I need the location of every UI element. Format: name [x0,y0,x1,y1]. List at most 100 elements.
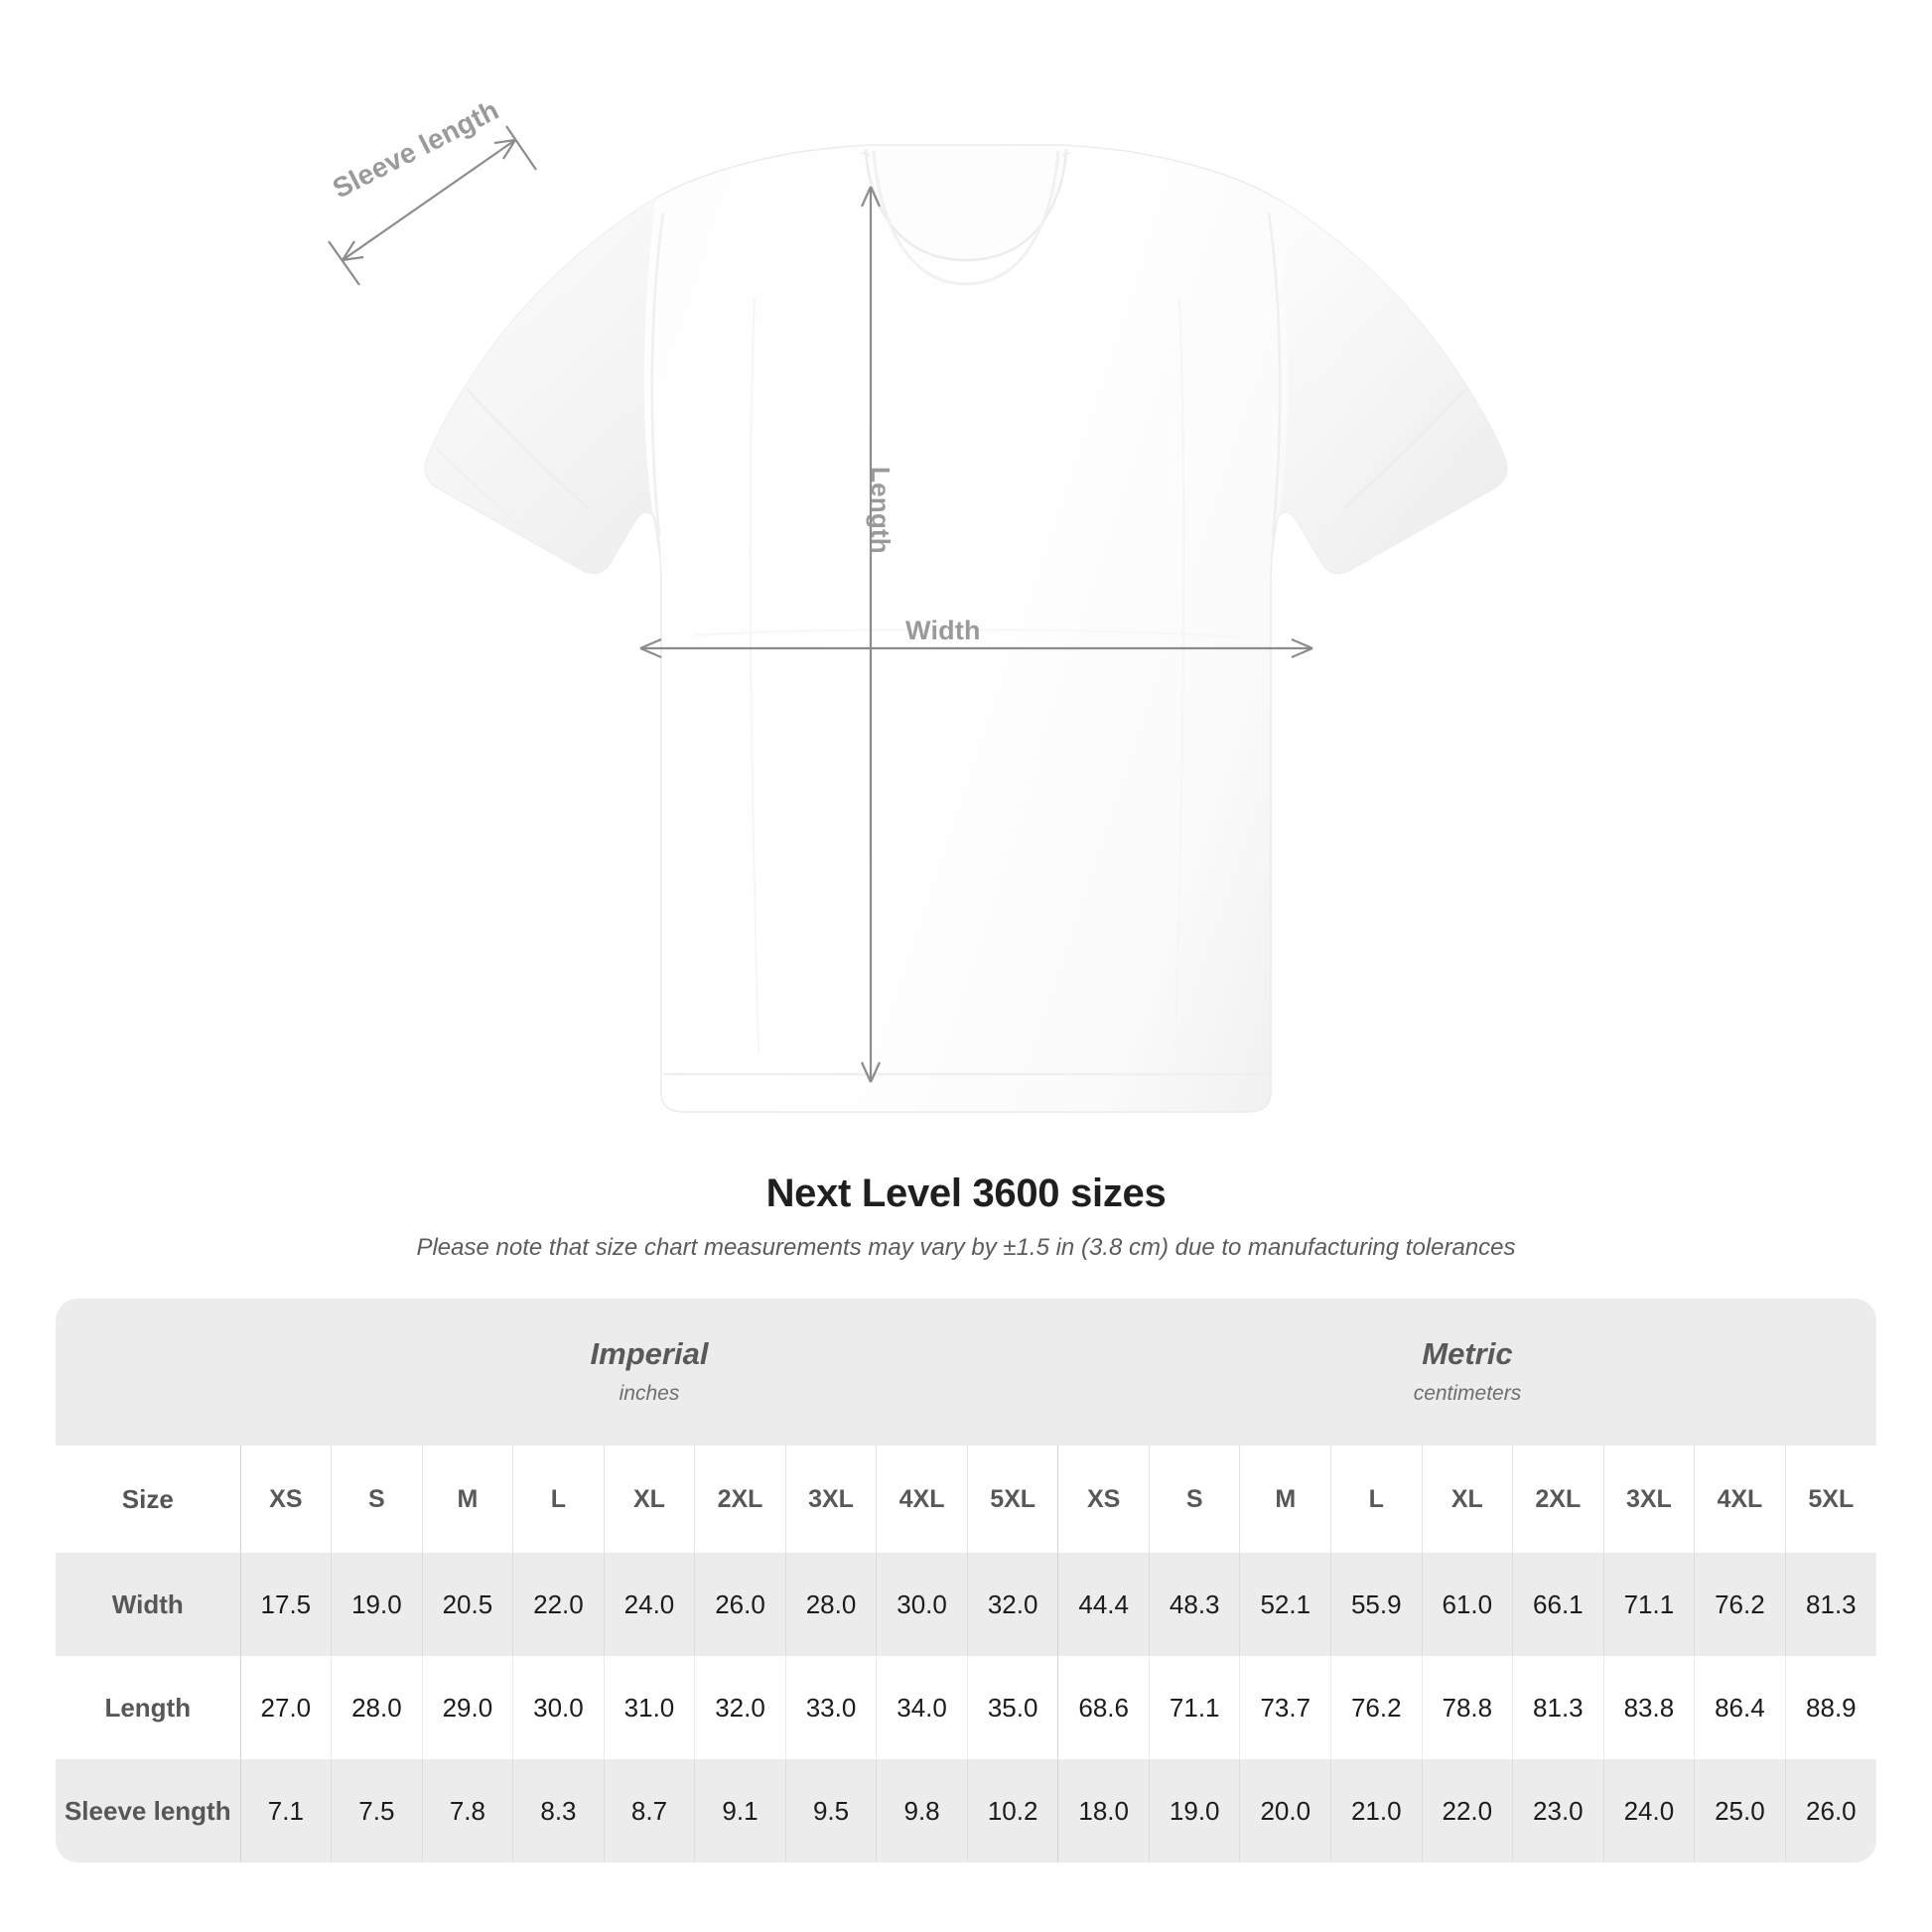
size-header-cell: L [1330,1446,1423,1553]
measurement-cell: 76.2 [1694,1553,1786,1656]
measurement-cell: 10.2 [966,1759,1058,1863]
measurement-cell: 71.1 [1602,1553,1695,1656]
measurement-cell: 55.9 [1330,1553,1423,1656]
unit-header-imperial: Imperial inches [240,1299,1058,1446]
table-row: Sleeve length 7.1 7.5 7.8 8.3 8.7 9.1 9.5 9.8 10.… [56,1759,1876,1863]
measurement-cell: 8.3 [512,1759,605,1863]
measurement-cell: 35.0 [966,1656,1058,1759]
measurement-cell: 88.9 [1784,1656,1876,1759]
size-header-cell: 5XL [966,1446,1058,1553]
measurement-cell: 61.0 [1421,1553,1513,1656]
measurement-cell: 52.1 [1239,1553,1331,1656]
table-row: Length 27.0 28.0 29.0 30.0 31.0 32.0 33.0 34.0 35… [56,1656,1876,1759]
measurement-cell: 34.0 [876,1656,968,1759]
size-header-cell: XL [603,1446,695,1553]
title-block: Next Level 3600 sizes Please note that s… [0,1172,1932,1262]
measurement-cell: 78.8 [1421,1656,1513,1759]
unit-header-row: Imperial inches Metric centimeters [56,1299,1876,1446]
table-row: Width 17.5 19.0 20.5 22.0 24.0 26.0 28.0 30.0 32.… [56,1553,1876,1656]
garment-diagram: Sleeve length Length Width [328,94,1508,1113]
unit-subtitle: inches [619,1382,680,1405]
page-title: Next Level 3600 sizes [765,1172,1167,1215]
measurement-cell: 29.0 [421,1656,513,1759]
measurement-cell: 19.0 [331,1553,423,1656]
size-header-cell: XL [1421,1446,1513,1553]
measurement-cell: 83.8 [1602,1656,1695,1759]
size-row-label: Size [56,1446,241,1553]
size-header-cell: 2XL [694,1446,786,1553]
measurement-cell: 81.3 [1512,1656,1604,1759]
measurement-row-label: Length [56,1656,241,1759]
measurement-cell: 71.1 [1148,1656,1240,1759]
size-header-row: Size XS S M L XL 2XL 3XL 4XL 5XL XS S M L XL 2XL 3XL 4XL 5… [56,1446,1876,1553]
measurement-cell: 31.0 [603,1656,695,1759]
measurement-cell: 33.0 [784,1656,877,1759]
measurement-cell: 9.5 [784,1759,877,1863]
measurement-cell: 66.1 [1512,1553,1604,1656]
size-header-cell: M [421,1446,513,1553]
size-header-cell: XS [1057,1446,1150,1553]
measurement-cell: 73.7 [1239,1656,1331,1759]
unit-header-metric: Metric centimeters [1057,1299,1876,1446]
measurement-cell: 7.5 [331,1759,423,1863]
size-header-cell: L [512,1446,605,1553]
size-header-cell: 4XL [1694,1446,1786,1553]
size-header-cell: S [1148,1446,1240,1553]
measurement-cell: 86.4 [1694,1656,1786,1759]
size-header-cell: 4XL [876,1446,968,1553]
measurement-cell: 24.0 [1602,1759,1695,1863]
length-arrow [860,186,882,1083]
measurement-cell: 25.0 [1694,1759,1786,1863]
measurement-cell: 21.0 [1330,1759,1423,1863]
measurement-cell: 24.0 [603,1553,695,1656]
sleeve-length-arrow [328,125,537,286]
measurement-cell: 19.0 [1148,1759,1240,1863]
measurement-row-label: Sleeve length [56,1759,241,1863]
size-header-cell: S [331,1446,423,1553]
measurement-cell: 17.5 [239,1553,332,1656]
unit-name: Imperial [590,1336,709,1371]
measurement-cell: 7.1 [239,1759,332,1863]
width-label: Width [905,616,981,645]
tshirt-body [424,144,1508,1113]
measurement-cell: 28.0 [331,1656,423,1759]
size-header-cell: 3XL [1602,1446,1695,1553]
measurement-cell: 22.0 [1421,1759,1513,1863]
width-arrow [639,637,1313,659]
measurement-cell: 28.0 [784,1553,877,1656]
measurement-cell: 68.6 [1057,1656,1150,1759]
measurement-cell: 20.0 [1239,1759,1331,1863]
measurement-cell: 27.0 [239,1656,332,1759]
measurement-row-label: Width [56,1553,241,1656]
measurement-cell: 30.0 [876,1553,968,1656]
size-header-cell: 3XL [784,1446,877,1553]
measurement-cell: 32.0 [966,1553,1058,1656]
size-table: Imperial inches Metric centimeters Size XS S M L… [56,1299,1876,1863]
measurement-cell: 26.0 [694,1553,786,1656]
measurement-cell: 20.5 [421,1553,513,1656]
measurement-cell: 48.3 [1148,1553,1240,1656]
length-label: Length [866,467,896,554]
tshirt-illustration [328,125,1508,1113]
measurement-cell: 7.8 [421,1759,513,1863]
measurement-cell: 9.8 [876,1759,968,1863]
unit-subtitle: centimeters [1413,1382,1522,1405]
measurement-cell: 26.0 [1784,1759,1876,1863]
size-header-cell: XS [239,1446,332,1553]
measurement-cell: 30.0 [512,1656,605,1759]
size-header-cell: 2XL [1512,1446,1604,1553]
measurement-cell: 44.4 [1057,1553,1150,1656]
measurement-cell: 8.7 [603,1759,695,1863]
measurement-cell: 81.3 [1784,1553,1876,1656]
measurement-cell: 23.0 [1512,1759,1604,1863]
measurement-cell: 18.0 [1057,1759,1150,1863]
size-header-cell: M [1239,1446,1331,1553]
measurement-cell: 76.2 [1330,1656,1423,1759]
size-table-container: Imperial inches Metric centimeters Size XS S M L… [56,1299,1876,1863]
measurement-cell: 22.0 [512,1553,605,1656]
tolerance-note: Please note that size chart measurements… [416,1234,1516,1261]
measurement-cell: 32.0 [694,1656,786,1759]
size-header-cell: 5XL [1784,1446,1876,1553]
measurement-lines [328,125,1313,1083]
